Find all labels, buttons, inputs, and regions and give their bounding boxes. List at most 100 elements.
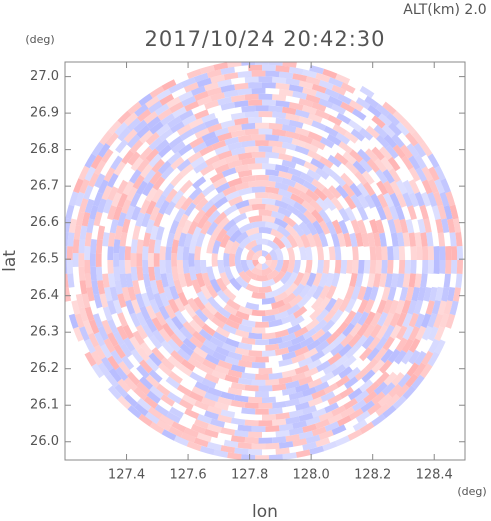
radar-cell xyxy=(286,246,295,260)
radar-cell xyxy=(131,205,142,221)
radar-cell xyxy=(258,367,273,375)
radar-cell xyxy=(323,125,339,138)
radar-cell xyxy=(433,260,440,274)
radar-cell xyxy=(415,167,427,182)
radar-cell xyxy=(281,141,297,151)
radar-cell xyxy=(137,108,152,122)
radar-cell xyxy=(73,178,84,194)
radar-cell xyxy=(344,376,359,390)
radar-cell xyxy=(315,340,330,353)
radar-cell xyxy=(234,260,244,274)
radar-cell xyxy=(238,222,253,234)
radar-cell xyxy=(282,292,297,305)
radar-cell xyxy=(108,385,122,400)
radar-cell xyxy=(114,225,123,240)
radar-cell xyxy=(201,183,216,197)
radar-cell xyxy=(148,369,163,383)
radar-cell xyxy=(204,99,219,110)
radar-cell xyxy=(191,226,202,241)
radar-cell xyxy=(153,239,162,254)
radar-cell xyxy=(281,387,297,396)
radar-cell xyxy=(237,70,252,78)
radar-cell xyxy=(200,260,208,274)
radar-cell xyxy=(434,178,445,194)
radar-cell xyxy=(237,442,252,450)
radar-cell xyxy=(179,326,194,341)
radar-cell xyxy=(402,192,413,208)
radar-cell xyxy=(109,218,119,234)
radar-cell xyxy=(214,364,230,375)
radar-cell xyxy=(381,286,391,302)
radar-cell xyxy=(136,364,150,379)
radar-cell xyxy=(155,139,170,153)
radar-cell xyxy=(199,445,215,455)
radar-cell xyxy=(302,69,317,79)
radar-cell xyxy=(172,106,187,119)
radar-cell xyxy=(274,199,289,210)
radar-cell xyxy=(275,429,290,438)
radar-cell xyxy=(408,326,420,341)
radar-cell xyxy=(169,101,184,114)
radar-cell xyxy=(278,376,293,385)
radar-cell xyxy=(335,321,349,336)
radar-cell xyxy=(375,169,388,184)
radar-cell xyxy=(281,369,297,379)
radar-cell xyxy=(327,95,343,107)
radar-cell xyxy=(119,343,133,358)
radar-cell xyxy=(188,391,204,403)
radar-cell xyxy=(117,378,131,393)
radar-cell xyxy=(188,186,203,201)
radar-cell xyxy=(191,314,206,328)
radar-cell xyxy=(173,279,184,294)
radar-cell xyxy=(227,159,243,169)
radar-cell xyxy=(121,150,135,165)
radar-cell xyxy=(295,127,310,137)
radar-cell xyxy=(224,136,239,146)
radar-cell xyxy=(391,372,405,387)
radar-cell xyxy=(318,209,331,224)
radar-cell xyxy=(191,122,207,134)
radar-cell xyxy=(378,113,393,127)
radar-cell xyxy=(182,246,190,260)
radar-cell xyxy=(78,307,89,322)
radar-cell xyxy=(188,239,197,254)
radar-cell xyxy=(84,166,96,182)
radar-cell xyxy=(450,260,458,274)
radar-cell xyxy=(223,89,239,98)
radar-cell xyxy=(450,246,458,260)
radar-cell xyxy=(370,193,382,209)
radar-cell xyxy=(427,326,439,342)
radar-cell xyxy=(392,110,407,125)
radar-cell xyxy=(171,253,178,267)
radar-cell xyxy=(423,218,432,233)
radar-cell xyxy=(368,336,381,351)
radar-cell xyxy=(388,205,399,221)
radar-cell xyxy=(349,182,363,198)
y-tick-label: 26.7 xyxy=(30,179,59,194)
radar-cell xyxy=(248,99,262,106)
radar-cell xyxy=(153,253,160,267)
radar-cell xyxy=(265,70,280,78)
radar-cell xyxy=(79,225,88,240)
radar-cell xyxy=(205,353,220,366)
radar-cell xyxy=(209,172,225,184)
radar-cell xyxy=(361,335,375,350)
radar-cell xyxy=(103,167,116,182)
radar-cell xyxy=(252,260,260,267)
radar-cell xyxy=(431,300,441,315)
radar-cell xyxy=(230,399,246,408)
radar-cell xyxy=(379,359,393,374)
radar-cell xyxy=(293,182,309,194)
radar-cell xyxy=(229,240,240,255)
radar-cell xyxy=(427,178,439,194)
radar-cell xyxy=(183,82,199,93)
radar-cell xyxy=(311,389,327,400)
radar-cell xyxy=(209,278,222,293)
radar-cell xyxy=(187,356,203,369)
radar-cell xyxy=(324,272,335,288)
radar-cell xyxy=(142,181,155,197)
radar-cell xyxy=(230,147,246,156)
radar-cell xyxy=(223,239,234,254)
radar-cell xyxy=(204,391,220,402)
radar-cell xyxy=(211,191,226,204)
